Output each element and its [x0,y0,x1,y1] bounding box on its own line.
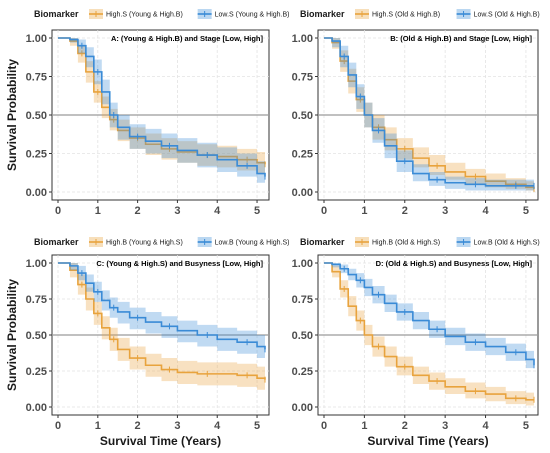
y-tick-label: 1.00 [292,33,313,45]
y-tick-label: 1.00 [26,258,47,270]
panel-title: A: (Young & High.B) and Stage [Low, High… [111,34,264,43]
x-axis-title: Survival Time (Years) [367,434,488,448]
x-tick-label: 0 [321,420,327,432]
y-tick-label: 0.75 [292,72,313,84]
x-tick-label: 5 [254,205,260,217]
y-tick-label: 0.00 [26,187,47,199]
y-axis-title: Survival Probability [5,59,19,171]
y-tick-label: 0.75 [26,294,47,306]
panel-c: C: (Young & High.S) and Busyness [Low, H… [5,237,289,448]
y-tick-label: 0.00 [292,402,313,414]
x-tick-label: 5 [254,420,260,432]
y-tick-label: 0.75 [26,72,47,84]
y-tick-label: 0.50 [26,110,47,122]
y-tick-label: 0.25 [26,366,47,378]
x-axis-title: Survival Time (Years) [100,434,221,448]
y-tick-label: 0.50 [292,330,313,342]
legend: Biomarker High.B (Old & High.S) Low.B (Old… [300,237,540,247]
series-high [324,262,535,406]
x-tick-label: 2 [402,420,408,432]
survival-curve [58,37,266,165]
legend-label: High.B (Old & High.S) [372,240,440,247]
y-tick-label: 1.00 [26,33,47,45]
x-tick-label: 1 [361,205,367,217]
legend-label: High.S (Old & High.B) [372,12,440,19]
x-tick-label: 3 [174,205,180,217]
legend: Biomarker High.S (Old & High.B) Low.S (Old… [300,9,540,19]
legend-label: Low.S (Old & High.B) [474,12,540,19]
series-high [58,262,266,392]
y-tick-label: 0.25 [292,149,313,161]
legend-label: High.S (Young & High.B) [106,12,183,19]
x-tick-label: 1 [95,205,101,217]
survival-curve [58,262,266,350]
y-tick-label: 0.00 [292,187,313,199]
x-tick-label: 2 [135,205,141,217]
x-tick-label: 4 [214,205,221,217]
y-tick-label: 0.25 [292,366,313,378]
y-axis-title: Survival Probability [5,279,19,391]
x-tick-label: 0 [55,420,61,432]
y-tick-label: 0.50 [292,110,313,122]
legend-label: Low.B (Old & High.S) [474,240,540,247]
panel-title: C: (Young & High.S) and Busyness [Low, H… [96,259,263,268]
series-high [58,37,266,176]
legend-label: Low.B (Young & High.S) [215,240,290,247]
survival-curve [324,262,534,401]
x-tick-label: 1 [361,420,367,432]
y-tick-label: 0.25 [26,149,47,161]
series-low [58,37,266,185]
x-tick-label: 0 [55,205,61,217]
legend-title: Biomarker [34,237,79,247]
y-tick-label: 0.75 [292,294,313,306]
survival-curve [324,262,535,366]
x-tick-label: 4 [214,420,221,432]
legend: Biomarker High.S (Young & High.B) Low.S (Y… [34,9,289,19]
series-low [58,262,266,361]
survival-curve [58,37,266,177]
x-tick-label: 3 [442,420,448,432]
x-tick-label: 5 [523,420,529,432]
panel-title: D: (Old & High.S) and Busyness [Low, Hig… [376,259,533,268]
legend-title: Biomarker [300,237,345,247]
x-tick-label: 2 [402,205,408,217]
x-tick-label: 3 [442,205,448,217]
x-tick-label: 4 [482,420,489,432]
x-tick-label: 1 [95,420,101,432]
x-tick-label: 2 [135,420,141,432]
legend: Biomarker High.B (Young & High.S) Low.B (Y… [34,237,289,247]
panel-b: B: (Old & High.B) and Stage [Low, High] 0… [292,9,540,217]
panel-a: A: (Young & High.B) and Stage [Low, High… [5,9,289,217]
legend-title: Biomarker [34,9,79,19]
legend-label: Low.S (Young & High.B) [215,12,290,19]
x-tick-label: 4 [482,205,489,217]
survival-curve [58,262,266,380]
confidence-band [324,263,534,374]
x-tick-label: 3 [174,420,180,432]
series-low [324,262,535,374]
y-tick-label: 1.00 [292,258,313,270]
x-tick-label: 5 [523,205,529,217]
confidence-band [58,263,265,361]
y-tick-label: 0.00 [26,402,47,414]
confidence-band [58,38,265,185]
panel-d: D: (Old & High.S) and Busyness [Low, Hig… [292,237,540,448]
survival-curve [324,37,534,187]
legend-label: High.B (Young & High.S) [106,240,183,247]
x-tick-label: 0 [321,205,327,217]
legend-title: Biomarker [300,9,345,19]
y-tick-label: 0.50 [26,330,47,342]
panel-title: B: (Old & High.B) and Stage [Low, High] [390,34,532,43]
series-low [324,37,535,191]
